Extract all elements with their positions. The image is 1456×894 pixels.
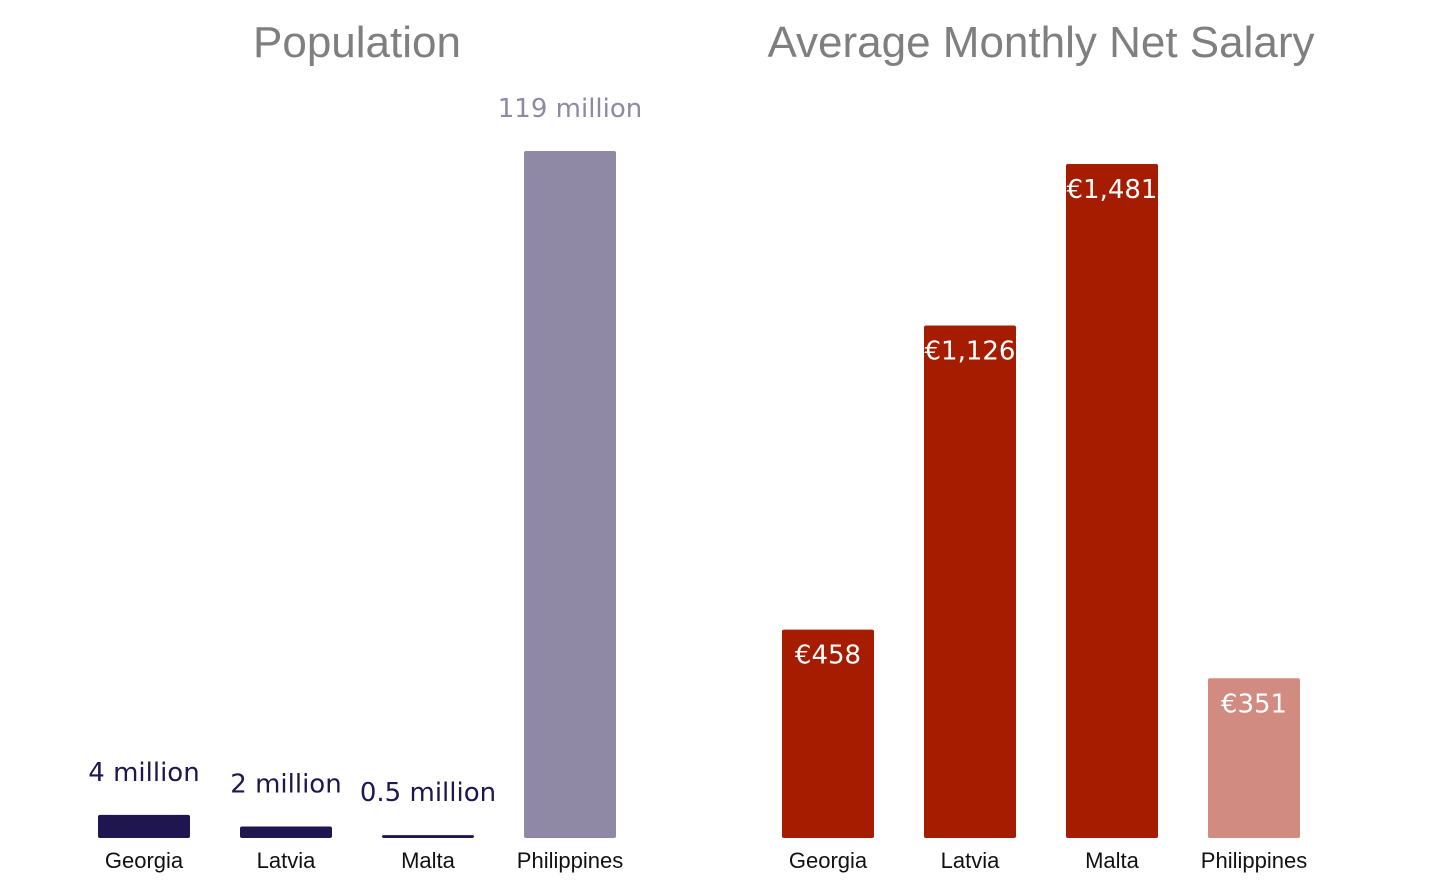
- salary-category-labels: Georgia Latvia Malta Philippines: [789, 848, 1307, 873]
- population-value-label-malta: 0.5 million: [360, 778, 496, 808]
- salary-chart-title: Average Monthly Net Salary: [767, 18, 1314, 67]
- population-bars: [98, 151, 616, 838]
- salary-category-label-malta: Malta: [1085, 848, 1140, 873]
- population-chart-title: Population: [253, 18, 461, 67]
- population-bar-latvia: [240, 826, 332, 838]
- salary-value-label-latvia: €1,126: [925, 337, 1016, 367]
- salary-chart: Average Monthly Net Salary €458 €1,126 €1,…: [767, 18, 1314, 873]
- salary-category-label-georgia: Georgia: [789, 848, 868, 873]
- population-value-labels: 4 million 2 million 0.5 million 119 million: [88, 94, 642, 808]
- salary-bar-georgia: [782, 629, 874, 838]
- population-bar-philippines: [524, 151, 616, 838]
- salary-value-labels: €458 €1,126 €1,481 €351: [795, 175, 1287, 719]
- salary-category-label-philippines: Philippines: [1201, 848, 1307, 873]
- salary-bars: [782, 164, 1300, 838]
- population-category-label-malta: Malta: [401, 848, 456, 873]
- population-value-label-philippines: 119 million: [498, 94, 643, 124]
- population-category-label-georgia: Georgia: [105, 848, 184, 873]
- population-bar-georgia: [98, 814, 190, 838]
- population-bar-malta: [382, 835, 474, 838]
- population-category-labels: Georgia Latvia Malta Philippines: [105, 848, 623, 873]
- population-category-label-latvia: Latvia: [257, 848, 316, 873]
- population-value-label-georgia: 4 million: [88, 758, 199, 788]
- salary-value-label-philippines: €351: [1221, 689, 1287, 719]
- population-chart: Population 4 million 2 million 0.5 million…: [88, 18, 642, 873]
- population-category-label-philippines: Philippines: [517, 848, 623, 873]
- salary-category-label-latvia: Latvia: [941, 848, 1000, 873]
- population-value-label-latvia: 2 million: [230, 769, 341, 799]
- salary-value-label-malta: €1,481: [1067, 175, 1158, 205]
- salary-value-label-georgia: €458: [795, 641, 861, 671]
- salary-bar-latvia: [924, 325, 1016, 838]
- salary-bar-malta: [1066, 164, 1158, 838]
- salary-bar-philippines: [1208, 678, 1300, 838]
